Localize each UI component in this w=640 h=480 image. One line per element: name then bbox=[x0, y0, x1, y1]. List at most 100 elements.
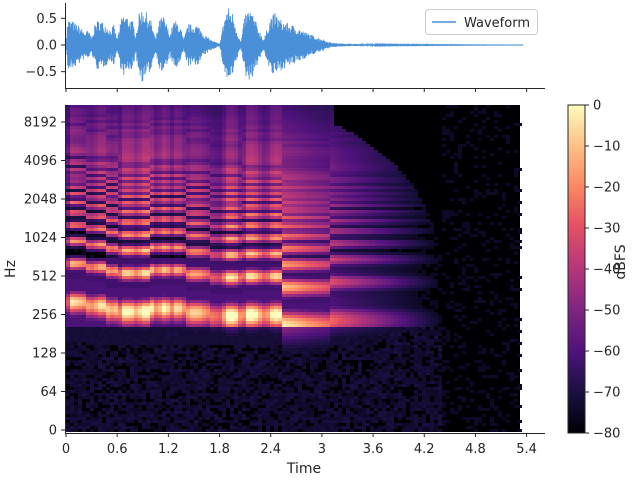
spectrogram-cell bbox=[110, 264, 114, 267]
spectrogram-cell bbox=[162, 264, 166, 267]
spectrogram-cell bbox=[110, 234, 114, 237]
spectrogram-cell bbox=[114, 288, 118, 291]
spectrogram-cell bbox=[106, 198, 110, 201]
spectrogram-cell bbox=[214, 267, 218, 270]
spectrogram-cell bbox=[262, 168, 266, 171]
spectrogram-cell bbox=[194, 246, 198, 249]
spectrogram-cell bbox=[202, 414, 206, 417]
spectrogram-cell bbox=[234, 420, 238, 423]
spectrogram-cell bbox=[230, 183, 234, 186]
spectrogram-cell bbox=[190, 177, 194, 180]
spectrogram-cell bbox=[198, 198, 202, 201]
spectrogram-cell bbox=[78, 288, 82, 291]
spectrogram-cell bbox=[234, 117, 238, 120]
spectrogram-cell bbox=[154, 201, 158, 204]
spectrogram-cell bbox=[210, 291, 214, 294]
spectrogram-cell bbox=[138, 243, 142, 246]
spectrogram-cell bbox=[206, 309, 210, 312]
spectrogram-cell bbox=[254, 201, 258, 204]
spectrogram-cell bbox=[226, 156, 230, 159]
spectrogram-cell bbox=[86, 258, 90, 261]
spectrogram-cell bbox=[146, 300, 150, 303]
spectrogram-cell bbox=[106, 111, 110, 114]
spectrogram-cell bbox=[258, 306, 262, 309]
spectrogram-cell bbox=[118, 246, 122, 249]
spectrogram-cell bbox=[138, 216, 142, 219]
spectrogram-cell bbox=[86, 213, 90, 216]
spectrogram-cell bbox=[162, 180, 166, 183]
spectrogram-cell bbox=[138, 219, 142, 222]
spectrogram-cell bbox=[170, 219, 174, 222]
spectrogram-cell bbox=[178, 324, 182, 327]
spectrogram-cell bbox=[66, 159, 70, 162]
spectrogram-cell bbox=[242, 297, 246, 300]
spectrogram-cell bbox=[210, 309, 214, 312]
spectrogram-cell bbox=[178, 147, 182, 150]
spectrogram-cell bbox=[246, 270, 250, 273]
spectrogram-cell bbox=[246, 330, 250, 333]
spectrogram-cell bbox=[186, 348, 190, 351]
spectrogram-cell bbox=[74, 279, 78, 282]
spectrogram-cell bbox=[174, 315, 178, 318]
spectrogram-cell bbox=[258, 210, 262, 213]
spectrogram-cell bbox=[70, 384, 74, 387]
spectrogram-cell bbox=[138, 321, 142, 324]
spectrogram-cell bbox=[134, 297, 138, 300]
spectrogram-cell bbox=[146, 390, 150, 393]
spectrogram-cell bbox=[90, 258, 94, 261]
spectrogram-cell bbox=[182, 183, 186, 186]
spectrogram-cell bbox=[110, 423, 114, 426]
spectrogram-cell bbox=[250, 210, 254, 213]
spectrogram-cell bbox=[106, 387, 110, 390]
spectrogram-cell bbox=[186, 216, 190, 219]
spectrogram-cell bbox=[226, 180, 230, 183]
spectrogram-cell bbox=[74, 381, 78, 384]
spectrogram-cell bbox=[186, 351, 190, 354]
spectrogram-cell bbox=[238, 288, 242, 291]
spectrogram-cell bbox=[174, 207, 178, 210]
spectrogram-cell bbox=[242, 117, 246, 120]
spectrogram-cell bbox=[210, 174, 214, 177]
spectrogram-cell bbox=[130, 306, 134, 309]
spectrogram-cell bbox=[234, 159, 238, 162]
spectrogram-cell bbox=[194, 192, 198, 195]
spectrogram-cell bbox=[106, 123, 110, 126]
spectrogram-cell bbox=[110, 390, 114, 393]
spectrogram-cell bbox=[190, 111, 194, 114]
spectrogram-cell bbox=[234, 285, 238, 288]
spectrogram-cell bbox=[82, 390, 86, 393]
spectrogram-cell bbox=[166, 348, 170, 351]
spectrogram-cell bbox=[202, 345, 206, 348]
spectrogram-cell bbox=[138, 354, 142, 357]
spectrogram-cell bbox=[186, 426, 190, 429]
spectrogram-cell bbox=[162, 231, 166, 234]
spectrogram-cell bbox=[170, 279, 174, 282]
spectrogram-cell bbox=[190, 228, 194, 231]
spectrogram-cell bbox=[242, 369, 246, 372]
spectrogram-cell bbox=[150, 336, 154, 339]
spectrogram-cell bbox=[150, 147, 154, 150]
spectrogram-cell bbox=[202, 324, 206, 327]
spectrogram-cell bbox=[154, 408, 158, 411]
spectrogram-cell bbox=[174, 132, 178, 135]
spectrogram-cell bbox=[138, 420, 142, 423]
spectrogram-cell bbox=[170, 177, 174, 180]
spectrogram-cell bbox=[230, 246, 234, 249]
spectrogram-cell bbox=[246, 174, 250, 177]
spectrogram-cell bbox=[250, 399, 254, 402]
spectrogram-cell bbox=[154, 210, 158, 213]
spectrogram-cell bbox=[230, 303, 234, 306]
spectrogram-cell bbox=[254, 183, 258, 186]
spectrogram-cell bbox=[206, 171, 210, 174]
spectrogram-cell bbox=[202, 339, 206, 342]
spectrogram-cell bbox=[122, 330, 126, 333]
spectrogram-cell bbox=[110, 243, 114, 246]
spectrogram-cell bbox=[98, 105, 102, 108]
spectrogram-cell bbox=[210, 213, 214, 216]
spectrogram-cell bbox=[174, 129, 178, 132]
spectrogram-cell bbox=[154, 216, 158, 219]
spectrogram-cell bbox=[258, 165, 262, 168]
spectrogram-cell bbox=[218, 120, 222, 123]
spectrogram-cell bbox=[82, 384, 86, 387]
spectrogram-cell bbox=[238, 162, 242, 165]
